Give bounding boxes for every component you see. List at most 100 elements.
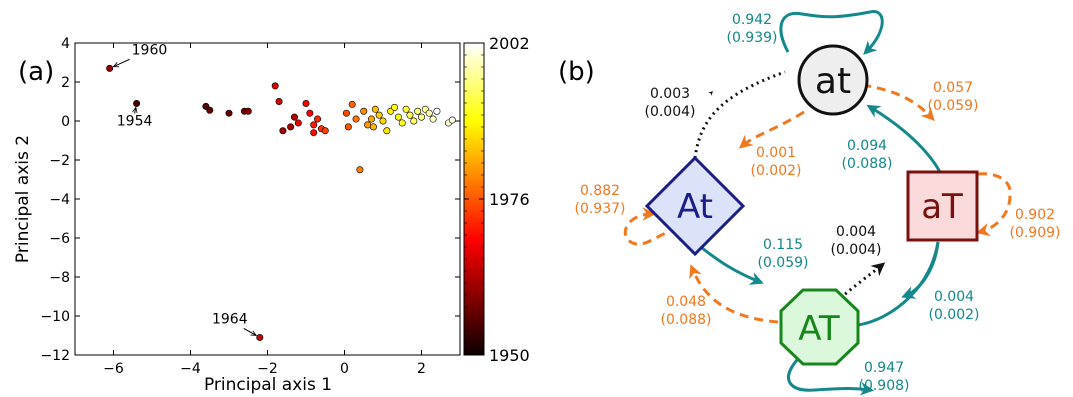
data-point bbox=[244, 107, 252, 115]
y-tick-label: −8 bbox=[49, 270, 70, 286]
svg-text:(0.002): (0.002) bbox=[928, 307, 979, 323]
data-point bbox=[375, 111, 383, 119]
edge-At-to-at bbox=[693, 70, 786, 159]
colorbar-ticks: 1950 1976 2002 bbox=[464, 34, 530, 365]
data-point bbox=[398, 119, 406, 127]
panel-b: (b) at aT bbox=[558, 10, 1061, 396]
data-point bbox=[225, 109, 233, 117]
data-point bbox=[310, 129, 318, 137]
node-aT: aT bbox=[906, 170, 979, 242]
data-point bbox=[371, 105, 379, 113]
y-tick-label: −2 bbox=[49, 153, 70, 169]
node-AT-label: AT bbox=[798, 309, 840, 349]
data-point bbox=[425, 109, 433, 117]
node-at-shape bbox=[797, 44, 869, 116]
data-point bbox=[256, 333, 264, 341]
svg-text:(0.088): (0.088) bbox=[660, 312, 711, 328]
svg-text:(0.909): (0.909) bbox=[1009, 225, 1060, 241]
data-point bbox=[410, 117, 418, 125]
svg-text:(0.937): (0.937) bbox=[574, 201, 625, 217]
data-point bbox=[321, 127, 329, 135]
svg-text:0.942: 0.942 bbox=[732, 12, 772, 28]
svg-text:0.004: 0.004 bbox=[836, 224, 876, 240]
edge-AT-self bbox=[787, 359, 875, 396]
edge-aT-to-AT bbox=[857, 241, 940, 327]
annotation-arrow bbox=[135, 107, 136, 114]
scatter-points bbox=[106, 64, 456, 341]
y-tick-label: −4 bbox=[49, 192, 70, 208]
data-point bbox=[342, 109, 350, 117]
label-aT-self: 0.902 (0.909) bbox=[1009, 207, 1060, 241]
x-axis-label: Principal axis 1 bbox=[204, 375, 332, 395]
scatter-plot-area bbox=[74, 42, 461, 356]
data-point bbox=[448, 116, 456, 124]
data-point bbox=[402, 105, 410, 113]
data-point bbox=[275, 98, 283, 106]
data-point bbox=[302, 99, 310, 107]
data-point bbox=[417, 113, 425, 121]
data-point bbox=[406, 111, 414, 119]
y-tick-label: 0 bbox=[61, 114, 70, 130]
data-point bbox=[364, 121, 372, 129]
y-tick-label: −12 bbox=[40, 348, 70, 364]
colorbar-tick-label: 1950 bbox=[489, 346, 530, 365]
edge-at-self bbox=[779, 10, 884, 55]
data-point bbox=[279, 127, 287, 135]
svg-text:(0.059): (0.059) bbox=[927, 98, 978, 114]
data-point bbox=[294, 119, 302, 127]
data-point bbox=[310, 121, 318, 129]
label-At-self: 0.882 (0.937) bbox=[574, 183, 625, 217]
node-at-label: at bbox=[815, 61, 851, 102]
label-at-to-At: 0.001 (0.002) bbox=[750, 145, 801, 179]
svg-text:0.004: 0.004 bbox=[934, 289, 974, 305]
axis-ticks: −6 −4 −2 0 2 4 2 0 −2 −4 −6 −8 −10 −12 bbox=[40, 36, 460, 377]
data-point bbox=[369, 123, 377, 131]
data-point bbox=[414, 107, 422, 115]
edge-AT-to-aT bbox=[834, 262, 886, 304]
svg-text:0.048: 0.048 bbox=[666, 294, 706, 310]
annotation-label: 1954 bbox=[117, 113, 153, 129]
label-aT-to-AT: 0.004 (0.002) bbox=[928, 289, 979, 323]
svg-text:(0.004): (0.004) bbox=[830, 242, 881, 258]
label-AT-to-At: 0.048 (0.088) bbox=[660, 294, 711, 328]
x-tick-label: 0 bbox=[340, 361, 349, 377]
annotation-label: 1960 bbox=[132, 42, 168, 58]
x-tick-label: −6 bbox=[103, 361, 124, 377]
node-At: At bbox=[644, 155, 746, 257]
svg-text:0.947: 0.947 bbox=[864, 360, 904, 376]
x-tick-label: −2 bbox=[257, 361, 278, 377]
node-aT-shape bbox=[906, 170, 979, 242]
label-at-self: 0.942 (0.939) bbox=[726, 12, 777, 46]
annotation-arrow bbox=[113, 58, 130, 68]
svg-text:(0.939): (0.939) bbox=[726, 30, 777, 46]
edge-aT-to-at bbox=[866, 104, 942, 173]
panel-a-label: (a) bbox=[18, 57, 54, 87]
data-point bbox=[306, 109, 314, 117]
data-point bbox=[379, 117, 387, 125]
label-AT-to-aT: 0.004 (0.004) bbox=[830, 224, 881, 258]
data-point bbox=[290, 113, 298, 121]
svg-text:0.001: 0.001 bbox=[756, 145, 796, 161]
edge-at-to-aT bbox=[861, 83, 935, 121]
y-tick-label: 4 bbox=[61, 36, 70, 52]
annotation-arrow bbox=[243, 328, 257, 335]
svg-text:0.882: 0.882 bbox=[580, 183, 620, 199]
svg-text:(0.908): (0.908) bbox=[858, 378, 909, 394]
label-AT-self: 0.947 (0.908) bbox=[858, 360, 909, 394]
svg-text:0.057: 0.057 bbox=[933, 80, 973, 96]
data-point bbox=[133, 99, 141, 107]
scatter-annotations: 1960 1954 1964 bbox=[113, 42, 256, 335]
edge-at-to-At bbox=[738, 110, 805, 149]
data-point bbox=[106, 64, 114, 72]
data-point bbox=[383, 127, 391, 135]
label-At-to-at: 0.003 (0.004) bbox=[644, 86, 695, 120]
data-point bbox=[367, 115, 375, 123]
data-point bbox=[344, 123, 352, 131]
data-point bbox=[352, 115, 360, 123]
label-aT-to-at: 0.094 (0.088) bbox=[841, 138, 892, 172]
colorbar-tick-label: 2002 bbox=[489, 34, 530, 53]
panel-b-label: (b) bbox=[558, 57, 595, 87]
data-point bbox=[314, 115, 322, 123]
edge-AT-to-At bbox=[689, 264, 779, 324]
